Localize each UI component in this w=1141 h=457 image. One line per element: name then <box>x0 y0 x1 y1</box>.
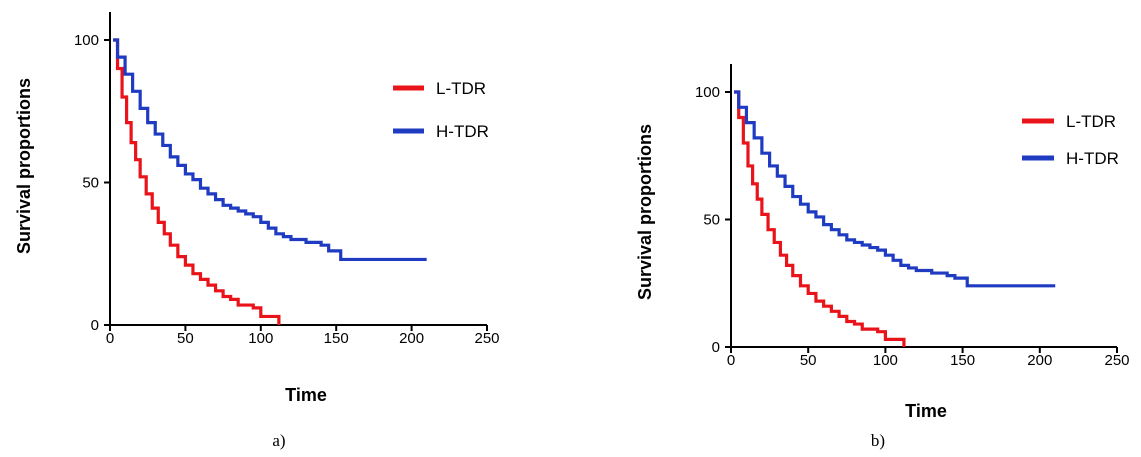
x-tick-label: 250 <box>1104 352 1129 369</box>
x-axis-label: Time <box>285 385 327 405</box>
series-line-l-tdr <box>113 38 281 325</box>
x-tick-label: 100 <box>248 330 273 347</box>
x-axis-label: Time <box>905 401 947 421</box>
y-axis-label: Survival proportions <box>14 78 34 254</box>
chart-panel-b: 0 50 100 150 200 250 0 50 100 Time Survival propor… <box>635 64 1130 450</box>
series-line-h-tdr <box>113 38 427 262</box>
y-tick-label: 50 <box>703 212 720 229</box>
y-axis-label: Survival proportions <box>635 124 655 300</box>
chart-panel-a: 0 50 100 150 200 250 0 50 100 Time Survival propor… <box>14 12 500 450</box>
x-tick-label: 0 <box>106 330 114 347</box>
legend-label-h-tdr: H-TDR <box>436 122 489 141</box>
legend-label-l-tdr: L-TDR <box>1066 112 1116 131</box>
x-tick-label: 150 <box>324 330 349 347</box>
panel-caption: a) <box>272 431 285 450</box>
x-tick-label: 50 <box>177 330 194 347</box>
legend-label-l-tdr: L-TDR <box>436 79 486 98</box>
panel-caption: b) <box>871 431 885 450</box>
y-tick-label: 0 <box>91 317 99 334</box>
x-tick-label: 100 <box>873 352 898 369</box>
x-tick-label: 200 <box>1027 352 1052 369</box>
y-tick-label: 100 <box>74 32 99 49</box>
x-tick-label: 200 <box>399 330 424 347</box>
series-line-l-tdr <box>734 90 906 347</box>
x-tick-label: 150 <box>950 352 975 369</box>
y-tick-label: 100 <box>695 84 720 101</box>
y-tick-label: 0 <box>712 339 720 356</box>
x-tick-label: 250 <box>474 330 499 347</box>
x-tick-label: 0 <box>727 352 735 369</box>
x-tick-label: 50 <box>800 352 817 369</box>
y-tick-label: 50 <box>82 175 99 192</box>
legend-label-h-tdr: H-TDR <box>1066 149 1119 168</box>
series-line-h-tdr <box>734 90 1056 288</box>
